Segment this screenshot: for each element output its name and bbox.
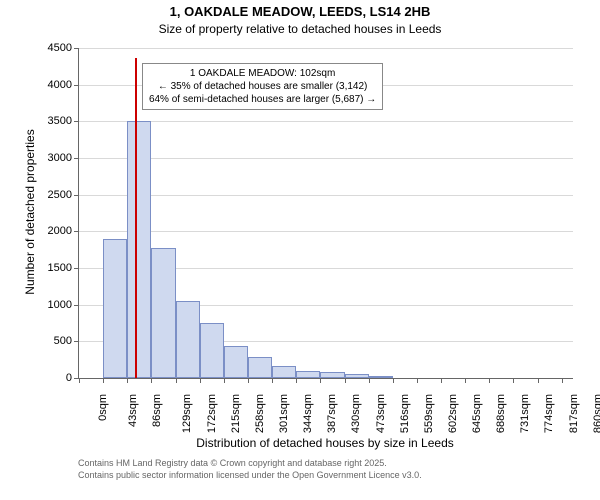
- x-axis-label: Distribution of detached houses by size …: [78, 436, 572, 450]
- x-tick-label: 473sqm: [375, 394, 387, 433]
- y-tick-label: 2000: [0, 225, 72, 237]
- histogram-bar: [224, 346, 248, 378]
- histogram-bar: [369, 376, 393, 378]
- histogram-bar: [151, 248, 175, 378]
- annotation-line3: 64% of semi-detached houses are larger (…: [149, 93, 376, 106]
- y-tick-label: 3500: [0, 115, 72, 127]
- y-tick-label: 4000: [0, 79, 72, 91]
- x-tick-label: 860sqm: [592, 394, 600, 433]
- x-tick-label: 86sqm: [151, 394, 163, 427]
- x-tick-label: 387sqm: [326, 394, 338, 433]
- y-tick-label: 1500: [0, 262, 72, 274]
- histogram-bar: [200, 323, 224, 378]
- annotation-line2: ← 35% of detached houses are smaller (3,…: [149, 80, 376, 93]
- x-tick-label: 731sqm: [519, 394, 531, 433]
- grid-line: [79, 231, 573, 232]
- x-tick-label: 430sqm: [351, 394, 363, 433]
- x-tick-label: 129sqm: [182, 394, 194, 433]
- x-tick-label: 43sqm: [127, 394, 139, 427]
- y-tick-label: 2500: [0, 189, 72, 201]
- grid-line: [79, 121, 573, 122]
- histogram-bar: [296, 371, 320, 378]
- y-tick-label: 3000: [0, 152, 72, 164]
- y-axis-label: Number of detached properties: [23, 62, 37, 362]
- histogram-bar: [248, 357, 272, 378]
- attribution-line2: Contains public sector information licen…: [78, 470, 422, 482]
- y-tick-label: 0: [0, 372, 72, 384]
- x-tick-label: 645sqm: [471, 394, 483, 433]
- x-tick-label: 258sqm: [254, 394, 266, 433]
- chart-main-title: 1, OAKDALE MEADOW, LEEDS, LS14 2HB: [0, 4, 600, 19]
- x-tick-label: 774sqm: [544, 394, 556, 433]
- histogram-bar: [176, 301, 200, 378]
- x-tick-label: 559sqm: [423, 394, 435, 433]
- x-tick-label: 688sqm: [495, 394, 507, 433]
- x-tick-label: 344sqm: [302, 394, 314, 433]
- x-tick-label: 817sqm: [568, 394, 580, 433]
- histogram-bar: [272, 366, 296, 378]
- histogram-bar: [320, 372, 344, 378]
- x-tick-label: 215sqm: [230, 394, 242, 433]
- chart-container: 1, OAKDALE MEADOW, LEEDS, LS14 2HB Size …: [0, 0, 600, 500]
- marker-line: [135, 58, 137, 378]
- x-tick-label: 516sqm: [399, 394, 411, 433]
- x-tick-label: 172sqm: [206, 394, 218, 433]
- grid-line: [79, 48, 573, 49]
- x-tick-label: 301sqm: [278, 394, 290, 433]
- attribution-text: Contains HM Land Registry data © Crown c…: [78, 458, 422, 481]
- histogram-bar: [127, 121, 151, 378]
- x-tick-label: 0sqm: [97, 394, 109, 421]
- attribution-line1: Contains HM Land Registry data © Crown c…: [78, 458, 422, 470]
- y-tick-label: 4500: [0, 42, 72, 54]
- annotation-box: 1 OAKDALE MEADOW: 102sqm← 35% of detache…: [142, 63, 383, 110]
- histogram-bar: [103, 239, 127, 378]
- y-tick-label: 1000: [0, 299, 72, 311]
- annotation-line1: 1 OAKDALE MEADOW: 102sqm: [149, 67, 376, 80]
- chart-sub-title: Size of property relative to detached ho…: [0, 22, 600, 36]
- plot-area: 1 OAKDALE MEADOW: 102sqm← 35% of detache…: [78, 48, 573, 379]
- x-tick-label: 602sqm: [447, 394, 459, 433]
- grid-line: [79, 158, 573, 159]
- histogram-bar: [345, 374, 369, 378]
- y-tick-label: 500: [0, 335, 72, 347]
- grid-line: [79, 195, 573, 196]
